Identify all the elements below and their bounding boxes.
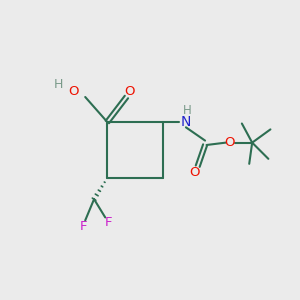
Text: F: F (80, 220, 88, 233)
Text: H: H (183, 104, 192, 117)
Text: H: H (54, 78, 63, 91)
Text: O: O (68, 85, 79, 98)
Text: O: O (224, 136, 235, 149)
Text: O: O (124, 85, 135, 98)
Text: N: N (181, 115, 191, 129)
Text: O: O (190, 166, 200, 179)
Text: F: F (104, 216, 112, 229)
